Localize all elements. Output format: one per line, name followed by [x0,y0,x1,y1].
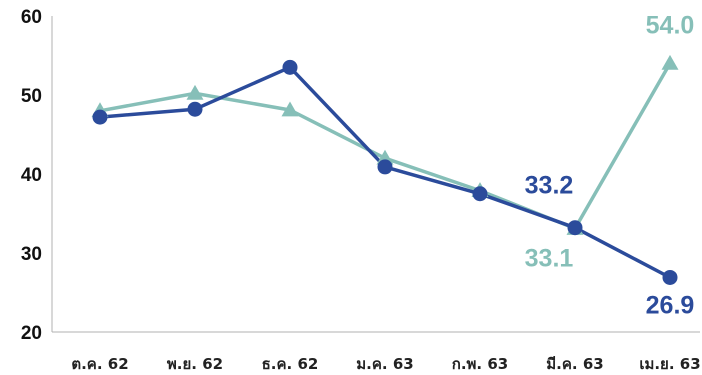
y-tick-label: 60 [21,7,42,28]
y-tick-labels: 20 30 40 50 60 [21,7,42,344]
x-tick-label: ต.ค. 62 [71,355,128,373]
triangle-point [186,84,204,100]
series-markers [91,54,679,285]
y-tick-label: 20 [21,323,42,344]
x-tick-label: มี.ค. 63 [546,355,603,373]
x-tick-label: ก.พ. 63 [452,355,508,373]
x-tick-label: พ.ย. 62 [167,355,223,373]
circle-point [662,269,678,285]
series-line-2 [99,62,672,231]
x-tick-labels: ต.ค. 62 พ.ย. 62 ธ.ค. 62 ม.ค. 63 ก.พ. 63 มี.ค.… [71,355,700,373]
y-tick-label: 40 [21,165,42,186]
y-tick-label: 50 [21,86,42,107]
circle-point [92,109,108,125]
y-tick-label: 30 [21,244,42,265]
data-labels: 33.2 26.9 33.1 54.0 [525,11,695,319]
circle-point [472,186,488,202]
circle-point [567,220,583,236]
circle-point [377,159,393,175]
data-label: 33.2 [525,172,574,200]
circle-point [187,101,203,117]
data-label: 26.9 [646,291,695,319]
x-tick-label: เม.ย. 63 [639,355,700,373]
triangle-point [661,54,679,70]
data-label: 54.0 [646,11,695,39]
circle-point [282,59,298,75]
data-label: 33.1 [525,245,574,273]
triangle-point [281,101,299,117]
x-tick-label: ม.ค. 63 [356,355,413,373]
x-tick-label: ธ.ค. 62 [262,355,319,373]
